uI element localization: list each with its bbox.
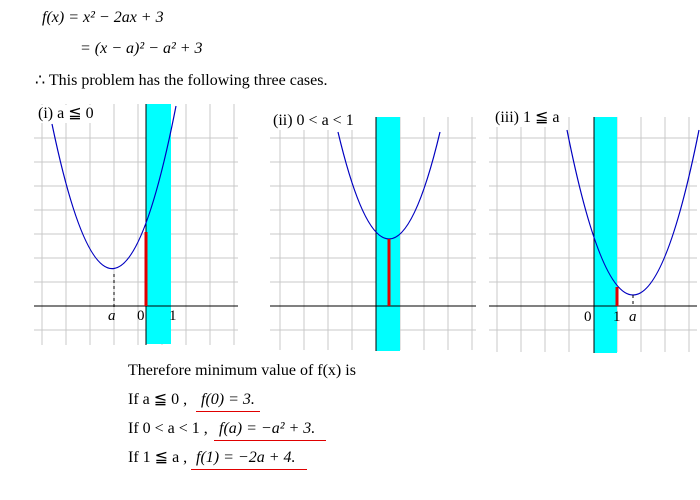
tick-label-1-case-1: 1 [169, 308, 177, 324]
tick-label-a-case-3: a [629, 309, 637, 325]
underline-1 [196, 411, 260, 412]
interval-band-case-3 [594, 117, 617, 353]
completed-square-form: = (x − a)² − a² + 3 [80, 40, 203, 57]
underline-2 [214, 440, 326, 441]
condition-3: If 1 ≦ a , [128, 449, 188, 466]
condition-2: If 0 < a < 1 , [128, 420, 208, 437]
graph-case-3 [489, 117, 700, 353]
graph-case-2 [270, 117, 476, 351]
conclusion-heading: Therefore minimum value of f(x) is [128, 362, 356, 379]
parabola-case-3 [566, 129, 700, 296]
tick-label-0-case-1: 0 [137, 308, 145, 324]
tick-label-0-case-3: 0 [584, 309, 592, 325]
tick-label-a-case-1: a [108, 308, 116, 324]
graph-case-1 [34, 104, 238, 345]
parabola-case-2 [337, 131, 441, 240]
case-label-1: (i) a ≦ 0 [36, 105, 96, 123]
parabola-case-1 [51, 105, 177, 270]
underline-3 [191, 469, 307, 470]
tick-label-1-case-3: 1 [613, 309, 621, 325]
condition-1: If a ≦ 0 , [128, 391, 188, 408]
interval-band-case-1 [146, 104, 171, 344]
case-label-2: (ii) 0 < a < 1 [271, 112, 356, 130]
function-definition: f(x) = x² − 2ax + 3 [42, 9, 164, 26]
result-3: f(1) = −2a + 4. [196, 449, 296, 466]
grid-case-1 [34, 104, 238, 345]
result-1: f(0) = 3. [201, 391, 255, 408]
result-2: f(a) = −a² + 3. [219, 420, 316, 437]
cases-intro: ∴ This problem has the following three c… [35, 72, 328, 89]
grid-case-2 [270, 117, 476, 350]
case-label-3: (iii) 1 ≦ a [493, 109, 562, 127]
interval-band-case-2 [376, 117, 400, 351]
